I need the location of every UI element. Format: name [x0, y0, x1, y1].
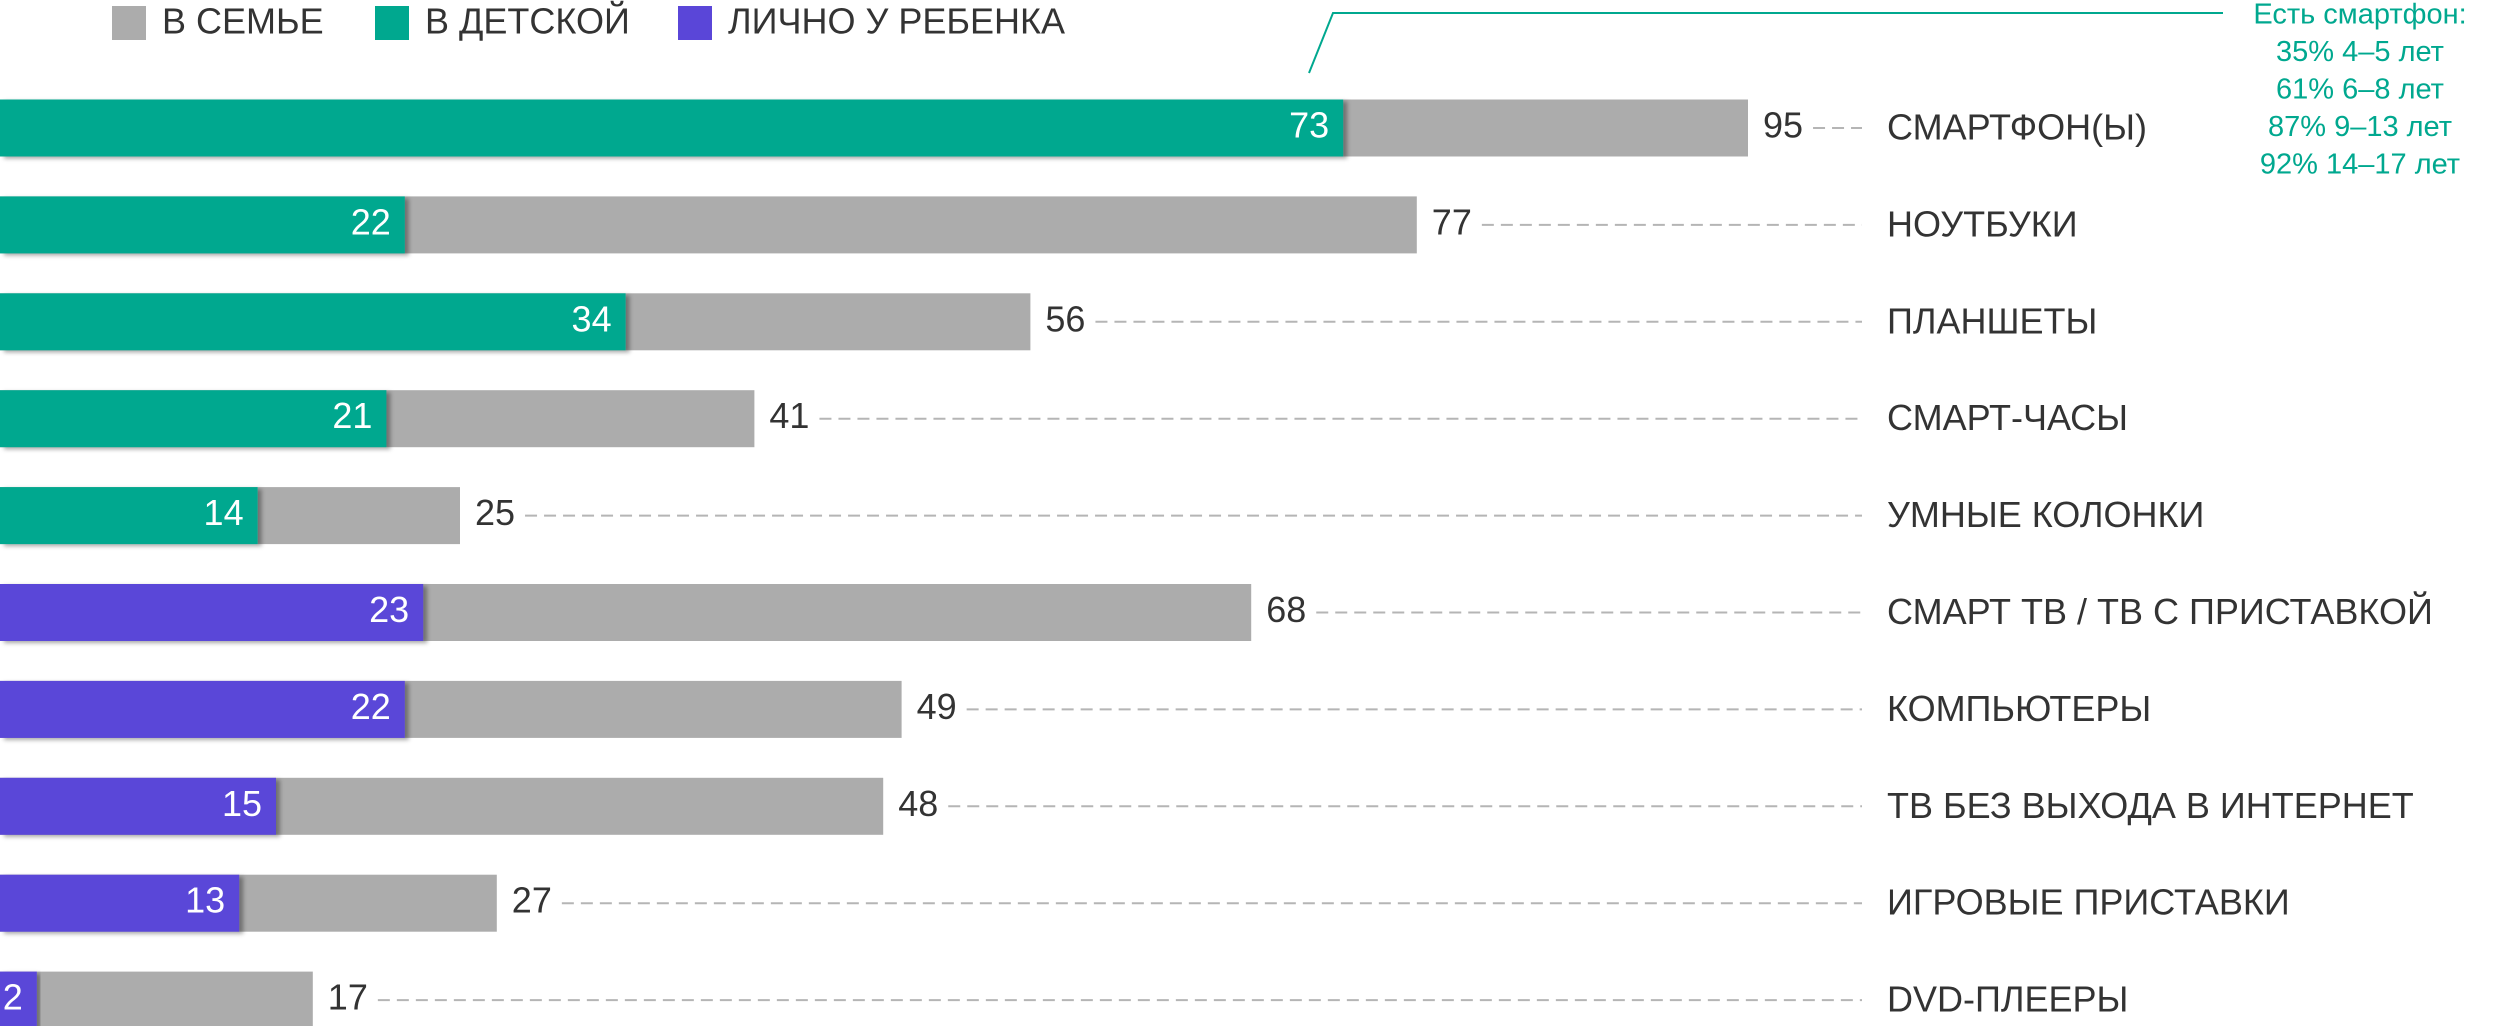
- bar-value-label: 15: [222, 783, 262, 824]
- value-label: 17: [328, 977, 368, 1018]
- value-label: 25: [475, 492, 515, 533]
- legend-swatch: [678, 6, 712, 40]
- bar-value-label: 23: [369, 589, 409, 630]
- bar: [0, 777, 276, 835]
- category-label: ПЛАНШЕТЫ: [1887, 300, 2097, 341]
- category-label: СМАРТ-ЧАСЫ: [1887, 397, 2128, 438]
- bar-value-label: 34: [572, 298, 612, 339]
- value-label: 95: [1763, 105, 1803, 146]
- bar: [0, 99, 1344, 157]
- bar: [0, 874, 240, 932]
- annotation-leader: [1308, 12, 2223, 74]
- category-label: СМАРТФОН(Ы): [1887, 107, 2147, 148]
- legend-swatch: [112, 6, 146, 40]
- bar: [0, 971, 37, 1026]
- category-label: СМАРТ ТВ / ТВ С ПРИСТАВКОЙ: [1887, 590, 2433, 632]
- value-label: 77: [1432, 201, 1472, 242]
- bar: [0, 293, 626, 351]
- value-label: 56: [1045, 298, 1085, 339]
- value-label: 68: [1266, 589, 1306, 630]
- legend-swatch: [375, 6, 409, 40]
- annotation-line: 87% 9–13 лет: [2268, 111, 2452, 143]
- value-label: 49: [917, 686, 957, 727]
- annotation-line: Есть смартфон:: [2253, 0, 2466, 31]
- bar-value-label: 2: [3, 977, 23, 1018]
- bar-value-label: 22: [351, 686, 391, 727]
- value-label: 41: [769, 395, 809, 436]
- bar: [0, 680, 405, 738]
- bar-value-label: 22: [351, 201, 391, 242]
- bar: [0, 971, 313, 1026]
- bar: [0, 390, 387, 448]
- bar-value-label: 21: [332, 395, 372, 436]
- category-label: УМНЫЕ КОЛОНКИ: [1887, 494, 2204, 535]
- bar-value-label: 14: [204, 492, 244, 533]
- bar: [0, 196, 405, 254]
- value-label: 48: [898, 783, 938, 824]
- bar-value-label: 73: [1289, 105, 1329, 146]
- annotation-line: 35% 4–5 лет: [2276, 36, 2444, 68]
- bar: [0, 584, 424, 641]
- legend-label: ЛИЧНО У РЕБЕНКА: [728, 1, 1065, 42]
- category-label: ИГРОВЫЕ ПРИСТАВКИ: [1887, 882, 2290, 923]
- legend-label: В СЕМЬЕ: [162, 1, 324, 42]
- bar: [0, 487, 258, 545]
- legend-label: В ДЕТСКОЙ: [425, 0, 630, 42]
- category-label: ТВ БЕЗ ВЫХОДА В ИНТЕРНЕТ: [1887, 785, 2414, 826]
- category-label: DVD-ПЛЕЕРЫ: [1887, 979, 2128, 1020]
- bar-value-label: 13: [185, 880, 225, 921]
- annotation-line: 92% 14–17 лет: [2260, 149, 2460, 181]
- category-label: КОМПЬЮТЕРЫ: [1887, 688, 2151, 729]
- value-label: 27: [512, 880, 552, 921]
- annotation-line: 61% 6–8 лет: [2276, 74, 2444, 106]
- category-label: НОУТБУКИ: [1887, 203, 2078, 244]
